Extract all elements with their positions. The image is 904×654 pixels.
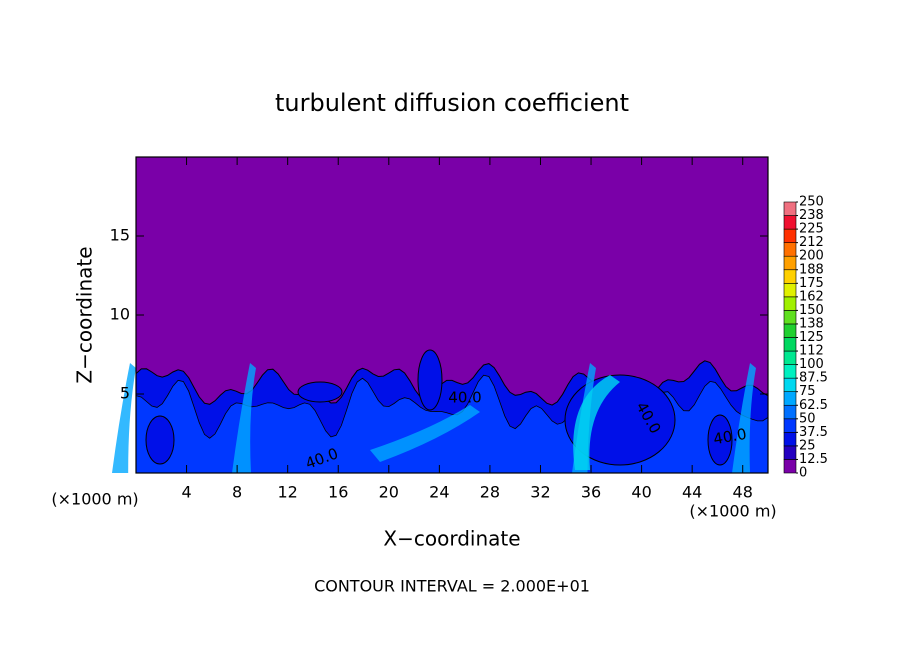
colorbar-swatch xyxy=(783,255,797,271)
colorbar-swatch xyxy=(783,404,797,420)
colorbar-label: 0 xyxy=(799,466,807,481)
colorbar-label: 37.5 xyxy=(799,425,828,440)
x-axis-label: X−coordinate xyxy=(383,527,520,551)
x-unit-label: (×1000 m) xyxy=(51,490,138,509)
plume xyxy=(232,363,256,473)
plume xyxy=(112,363,136,473)
colorbar-label: 212 xyxy=(799,235,824,250)
contour-field xyxy=(112,157,769,474)
chart-title: turbulent diffusion coefficient xyxy=(275,89,629,117)
x-tick-label: 8 xyxy=(232,483,242,502)
colorbar-label: 87.5 xyxy=(799,371,828,386)
x-tick-label: 24 xyxy=(429,483,449,502)
colorbar-label: 75 xyxy=(799,384,816,399)
y-axis-label: Z−coordinate xyxy=(73,246,97,383)
x-tick-label: 20 xyxy=(379,483,399,502)
x-tick-label: 16 xyxy=(328,483,348,502)
colorbar-swatch xyxy=(783,350,797,365)
shear-band xyxy=(573,375,620,470)
colorbar-swatch xyxy=(783,418,797,433)
x-tick-label: 36 xyxy=(581,483,601,502)
colorbar-swatch xyxy=(783,201,797,216)
colorbar-label: 250 xyxy=(799,195,824,210)
colorbar-label: 162 xyxy=(799,289,824,304)
colorbar-label: 25 xyxy=(799,438,816,453)
colorbar-label: 12.5 xyxy=(799,452,828,467)
colorbar-label: 200 xyxy=(799,249,824,264)
colorbar-swatch xyxy=(783,337,797,352)
y-tick-label: 15 xyxy=(110,226,130,245)
eddy xyxy=(297,381,343,403)
colorbar-label: 150 xyxy=(799,303,824,318)
x-tick-label: 28 xyxy=(480,483,500,502)
x-tick-label: 40 xyxy=(631,483,651,502)
colorbar-label: 100 xyxy=(799,357,824,372)
eddy xyxy=(417,349,443,411)
colorbar-label: 62.5 xyxy=(799,398,828,413)
colorbar-label: 188 xyxy=(799,262,824,277)
shear-band xyxy=(370,405,480,462)
x-tick-label: 12 xyxy=(278,483,298,502)
plume xyxy=(732,363,756,473)
y-tick-label: 5 xyxy=(120,384,130,403)
colorbar-label: 138 xyxy=(799,316,824,331)
colorbar-swatch xyxy=(783,242,797,257)
footer-note: CONTOUR INTERVAL = 2.000E+01 xyxy=(314,577,590,596)
x-unit-label: (×1000 m) xyxy=(689,502,776,521)
contour-label: 40.0 xyxy=(712,425,748,449)
colorbar-label: 225 xyxy=(799,222,824,237)
x-tick-label: 44 xyxy=(682,483,702,502)
contour-label: 40.0 xyxy=(448,389,481,407)
colorbar-label: 50 xyxy=(799,411,816,426)
x-tick-label: 4 xyxy=(181,483,191,502)
colorbar-label: 238 xyxy=(799,208,824,223)
colorbar-swatch xyxy=(783,323,797,338)
colorbar-swatch xyxy=(783,445,797,460)
colorbar-swatch xyxy=(783,296,797,311)
colorbar-swatch xyxy=(783,459,797,474)
colorbar-swatch xyxy=(783,432,797,447)
colorbar-swatch xyxy=(783,364,797,379)
colorbar-label: 112 xyxy=(799,344,824,359)
colorbar-swatch xyxy=(783,391,797,406)
x-tick-label: 48 xyxy=(733,483,753,502)
y-tick-label: 10 xyxy=(110,305,130,324)
colorbar-swatch xyxy=(783,282,797,298)
colorbar-label: 125 xyxy=(799,330,824,345)
colorbar-swatch xyxy=(783,310,797,325)
colorbar-swatch xyxy=(783,269,797,284)
colorbar-label: 175 xyxy=(799,276,824,291)
eddy xyxy=(145,415,175,465)
colorbar-swatch xyxy=(783,228,797,243)
eddy xyxy=(707,414,733,466)
colorbar-swatch xyxy=(783,377,797,392)
colorbar-swatch xyxy=(783,215,797,230)
x-tick-label: 32 xyxy=(530,483,550,502)
